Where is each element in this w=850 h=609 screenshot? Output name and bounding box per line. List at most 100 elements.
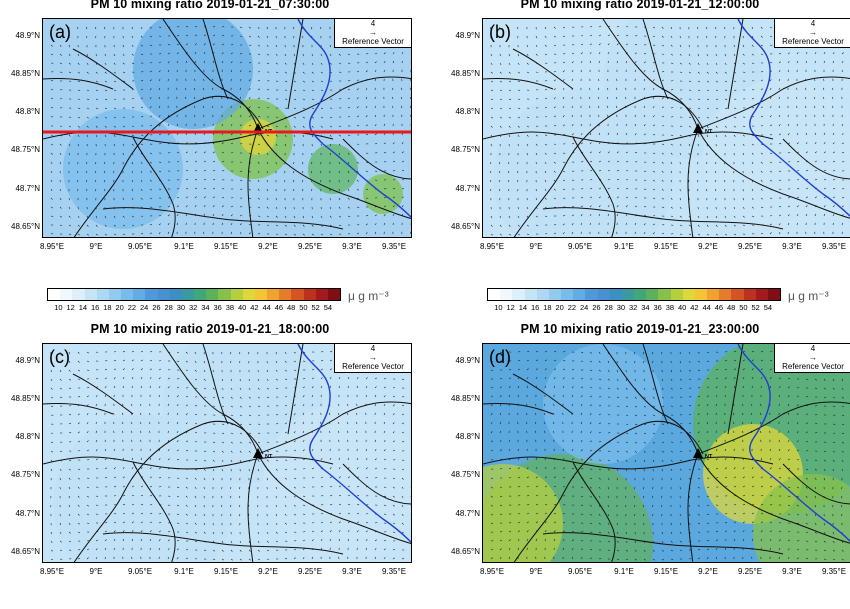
wind-vector — [805, 378, 809, 380]
wind-vector — [266, 477, 268, 481]
wind-vector — [697, 395, 701, 398]
wind-vector — [715, 439, 718, 443]
wind-vector — [149, 79, 152, 82]
wind-vector — [266, 197, 269, 201]
colorbar-tick-label: 10 — [494, 303, 503, 312]
wind-vector — [679, 369, 682, 372]
wind-vector — [140, 197, 143, 200]
wind-vector — [131, 98, 135, 100]
wind-vector — [95, 161, 97, 165]
wind-vector — [122, 376, 125, 380]
wind-vector — [760, 26, 763, 29]
wind-vector — [688, 558, 692, 560]
wind-vector — [284, 396, 288, 398]
wind-vector — [338, 215, 341, 218]
wind-vector — [95, 98, 99, 101]
wind-vector — [248, 26, 251, 29]
wind-vector — [733, 143, 736, 147]
wind-vector — [383, 52, 386, 55]
wind-vector — [221, 396, 224, 399]
wind-vector — [176, 161, 180, 163]
wind-vector — [742, 224, 746, 227]
wind-vector — [625, 378, 628, 382]
reference-vector-arrow-icon: → — [809, 353, 817, 362]
wind-vector — [580, 222, 583, 226]
colorbar-swatch — [169, 289, 182, 300]
wind-vector — [625, 396, 628, 399]
wind-vector — [616, 477, 618, 481]
wind-vector — [338, 457, 340, 461]
wind-vector — [400, 96, 403, 100]
wind-vector — [401, 105, 403, 109]
colorbar-swatch — [488, 289, 501, 300]
wind-vector — [113, 179, 115, 183]
wind-vector — [652, 414, 656, 417]
wind-vector — [751, 152, 754, 155]
wind-vector — [544, 467, 547, 470]
wind-vector — [543, 421, 546, 425]
wind-vector — [68, 378, 72, 381]
wind-vector — [59, 531, 62, 534]
wind-vector — [275, 134, 278, 137]
wind-vector — [374, 78, 376, 82]
map-panel-c: NT (c) 4 → Reference Vector — [42, 343, 412, 563]
wind-vector — [230, 214, 233, 217]
wind-vector — [77, 116, 81, 119]
wind-vector — [615, 96, 618, 100]
wind-vector — [742, 44, 745, 48]
wind-vector — [149, 179, 152, 182]
wind-vector — [643, 387, 646, 391]
wind-vector — [499, 224, 502, 227]
wind-vector — [832, 387, 835, 390]
wind-vector — [221, 558, 225, 561]
wind-vector — [490, 360, 494, 363]
wind-vector — [320, 116, 324, 119]
wind-vector — [257, 106, 261, 109]
wind-vector — [769, 377, 772, 380]
wind-vector — [652, 405, 656, 408]
road-line — [132, 136, 176, 237]
wind-vector — [544, 116, 548, 118]
wind-vector — [50, 170, 53, 174]
wind-vector — [652, 197, 656, 199]
wind-vector — [697, 89, 701, 91]
wind-vector — [293, 89, 297, 92]
wind-vector — [50, 206, 54, 209]
wind-vector — [275, 387, 279, 390]
wind-vector — [643, 87, 645, 91]
colorbar-swatch — [561, 289, 574, 300]
road-line — [43, 456, 334, 470]
wind-vector — [688, 107, 692, 109]
wind-vector — [805, 557, 809, 560]
x-tick-label: 9.15°E — [213, 567, 239, 576]
wind-vector — [356, 457, 359, 461]
wind-vector — [338, 125, 342, 127]
wind-vector — [580, 351, 584, 354]
wind-vector — [499, 233, 502, 236]
wind-vector — [167, 223, 170, 226]
wind-vector — [625, 459, 628, 462]
wind-vector — [185, 60, 187, 64]
wind-vector — [643, 124, 646, 127]
wind-vector — [365, 215, 369, 217]
wind-vector — [239, 378, 241, 382]
wind-vector — [383, 123, 386, 127]
wind-vector — [562, 87, 565, 91]
wind-vector — [787, 430, 790, 434]
wind-vector — [661, 396, 664, 399]
wind-vector — [715, 62, 718, 66]
wind-vector — [778, 78, 781, 82]
wind-vector — [221, 459, 224, 463]
wind-vector — [185, 179, 189, 181]
wind-vector — [59, 143, 62, 146]
wind-vector — [733, 224, 736, 227]
wind-vector — [796, 196, 800, 199]
wind-vector — [769, 115, 772, 118]
wind-vector — [302, 468, 306, 470]
wind-vector — [508, 107, 512, 110]
y-tick-label: 48.7°N — [455, 184, 480, 193]
colorbar-swatch — [670, 289, 683, 300]
wind-vector — [409, 87, 411, 91]
wind-vector — [787, 412, 789, 416]
wind-vector — [149, 161, 152, 164]
